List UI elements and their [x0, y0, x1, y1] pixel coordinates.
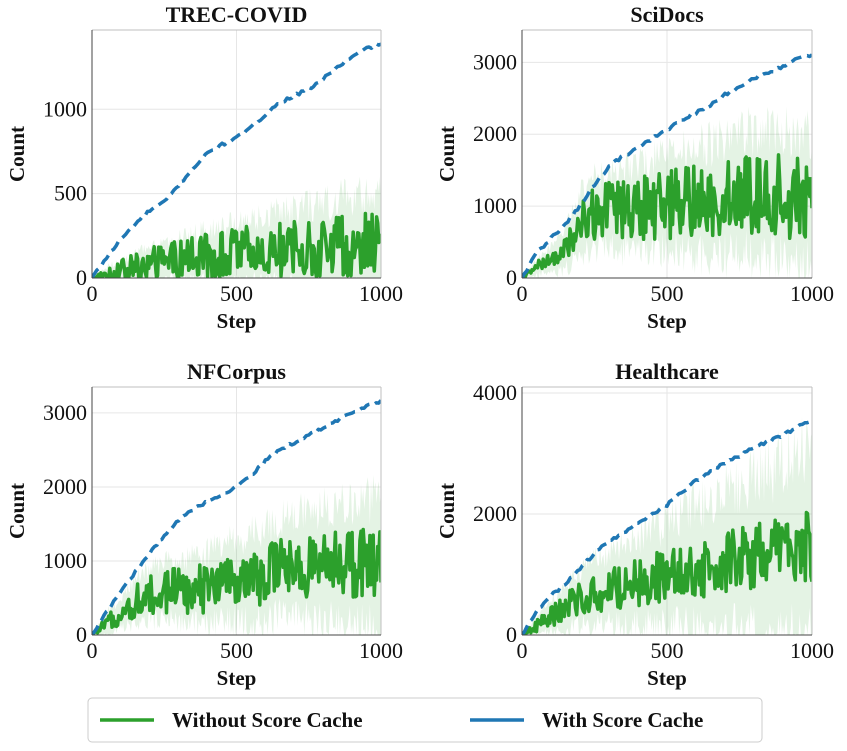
without-score-cache-line [522, 510, 812, 635]
plot-area [522, 416, 812, 635]
x-tick-label: 0 [517, 638, 528, 663]
x-axis-label: Step [217, 309, 257, 333]
legend: Without Score Cache With Score Cache [87, 697, 763, 743]
x-tick-label: 500 [220, 638, 253, 663]
y-tick-label: 0 [76, 622, 87, 647]
chart-panel-4: 0 500 1000 0 2000 4000 Healthcare Step Count [435, 359, 834, 690]
x-tick-label: 500 [220, 281, 253, 306]
x-tick-label: 1000 [359, 281, 403, 306]
y-tick-label: 4000 [473, 380, 517, 405]
y-axis-label: Count [5, 483, 29, 539]
chart-title: NFCorpus [187, 359, 286, 384]
x-tick-label: 0 [87, 281, 98, 306]
with-score-cache-line [92, 399, 381, 635]
y-tick-label: 3000 [43, 400, 87, 425]
chart-panel-2: 0 500 1000 0 1000 2000 3000 SciDocs Step Count [435, 2, 834, 333]
x-axis-label: Step [647, 309, 687, 333]
x-axis-label: Step [647, 666, 687, 690]
x-axis-label: Step [217, 666, 257, 690]
without-score-cache-line [92, 527, 381, 635]
y-tick-label: 1000 [43, 548, 87, 573]
with-score-cache-line [522, 53, 812, 278]
chart-panel-1: 0 500 1000 0 500 1000 TREC-COVID Step Count [5, 2, 403, 333]
legend-label: With Score Cache [542, 708, 703, 732]
y-tick-label: 0 [76, 265, 87, 290]
with-score-cache-line [92, 42, 381, 278]
chart-panel-3: 0 500 1000 0 1000 2000 3000 NFCorpus Step Count [5, 359, 403, 690]
chart-title: TREC-COVID [166, 2, 308, 27]
legend-box [87, 697, 763, 743]
y-tick-label: 2000 [43, 474, 87, 499]
x-tick-label: 1000 [790, 638, 834, 663]
y-tick-label: 0 [506, 265, 517, 290]
plot-area [92, 399, 381, 635]
y-tick-label: 2000 [473, 501, 517, 526]
plot-area [522, 53, 812, 278]
x-tick-label: 0 [517, 281, 528, 306]
y-tick-label: 1000 [473, 193, 517, 218]
y-tick-label: 3000 [473, 49, 517, 74]
chart-title: SciDocs [630, 2, 704, 27]
x-tick-label: 500 [651, 281, 684, 306]
y-tick-label: 500 [54, 181, 87, 206]
y-axis-label: Count [5, 126, 29, 182]
y-axis-label: Count [435, 126, 459, 182]
x-tick-label: 1000 [359, 638, 403, 663]
legend-label: Without Score Cache [172, 708, 363, 732]
y-tick-label: 1000 [43, 96, 87, 121]
without-score-cache-band [92, 475, 381, 635]
with-score-cache-line [522, 419, 812, 635]
chart-title: Healthcare [615, 359, 719, 384]
plot-area [92, 42, 381, 278]
y-tick-label: 2000 [473, 121, 517, 146]
x-tick-label: 0 [87, 638, 98, 663]
without-score-cache-line [92, 211, 381, 278]
y-axis-label: Count [435, 483, 459, 539]
x-tick-label: 1000 [790, 281, 834, 306]
x-tick-label: 500 [651, 638, 684, 663]
without-score-cache-line [522, 153, 812, 278]
y-tick-label: 0 [506, 622, 517, 647]
